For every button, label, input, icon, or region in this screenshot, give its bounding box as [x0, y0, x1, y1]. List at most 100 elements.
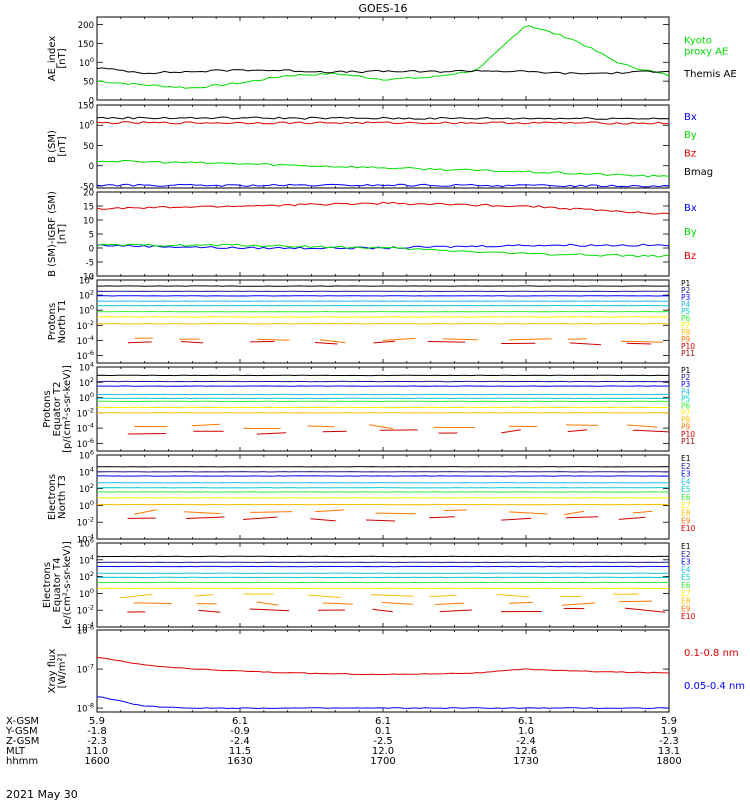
ytick-label: 50 [83, 78, 94, 88]
axis-value: 13.1 [658, 746, 680, 757]
ytick-label: 10-4 [77, 533, 94, 546]
axis-value: 11.0 [86, 746, 108, 757]
axis-value: 12.6 [515, 746, 537, 757]
ytick-label: 102 [79, 482, 94, 495]
panel-frame [96, 366, 670, 452]
ylabel-line: Electrons [47, 474, 58, 520]
ylabel-line: [e/(cm²-s-sr-keV)] [62, 541, 73, 629]
series-p9 [134, 337, 664, 344]
ytick-label: 104 [79, 553, 94, 566]
legend-p2: P2 [681, 373, 691, 382]
legend-p2: P2 [681, 286, 691, 295]
ytick-label: 102 [79, 376, 94, 389]
legend-p8: P8 [681, 416, 691, 425]
legend-p9: P9 [681, 423, 691, 432]
axis-value: -2.4 [516, 736, 536, 747]
legend-bmag: Bmag [684, 167, 713, 178]
ytick-label: 10-6 [77, 437, 94, 450]
series-p10 [127, 429, 670, 435]
ytick-label: 0 [89, 97, 94, 107]
ytick-label: 10-4 [77, 621, 94, 634]
legend-e8: E8 [681, 597, 691, 606]
axis-value: -2.3 [87, 736, 107, 747]
ytick-label: 100 [79, 587, 94, 600]
ylabel-line: North T1 [57, 300, 68, 344]
legend-e1: E1 [681, 454, 691, 463]
legend-themis-ae: Themis AE [683, 69, 737, 80]
ytick-label: 100 [79, 499, 94, 512]
figure-title: GOES-16 [358, 2, 407, 15]
ytick-label: 10 [83, 217, 94, 227]
axis-value: 12.0 [372, 746, 394, 757]
legend-p10: P10 [681, 430, 695, 439]
ytick-label: 10-4 [77, 422, 94, 435]
legend-p11: P11 [681, 437, 695, 446]
legend-p3: P3 [681, 293, 691, 302]
ytick-label: 10-2 [77, 319, 94, 332]
legend-p4: P4 [681, 387, 691, 396]
axis-value: 1.9 [661, 726, 677, 737]
ytick-label: 104 [79, 465, 94, 478]
legend-bx: Bx [684, 203, 697, 214]
ytick-label: -10 [80, 273, 94, 283]
series-bmag [96, 116, 670, 120]
ylabel-line: Protons [42, 390, 53, 427]
ytick-label: 10-2 [77, 406, 94, 419]
legend-p7: P7 [681, 321, 691, 330]
axis-row-label: X-GSM [6, 716, 39, 727]
series-e9 [133, 509, 653, 516]
legend-p5: P5 [681, 394, 691, 403]
series-themis-ae [96, 67, 670, 75]
legend-e10: E10 [681, 612, 696, 621]
legend-p6: P6 [681, 401, 691, 410]
ytick-label: 20 [83, 189, 94, 199]
legend-e1: E1 [681, 542, 691, 551]
axis-value: 5.9 [89, 716, 105, 727]
legend-e6: E6 [681, 581, 691, 590]
legend-e2: E2 [681, 550, 691, 559]
axis-value: 1800 [656, 756, 681, 767]
ytick-label: 104 [79, 274, 94, 287]
series-p9 [134, 423, 658, 430]
ylabel-line: Xray flux [47, 649, 58, 694]
legend-p7: P7 [681, 409, 691, 418]
ytick-label: 10-8 [77, 702, 94, 715]
series-e10 [127, 607, 666, 613]
legend-p3: P3 [681, 380, 691, 389]
series-e9 [133, 600, 653, 606]
axis-value: -2.5 [373, 736, 393, 747]
ytick-label: 102 [79, 570, 94, 583]
axis-value: -0.9 [230, 726, 250, 737]
ylabel-line: B (SM)-IGRF (SM) [47, 191, 58, 277]
legend-p1: P1 [681, 366, 691, 375]
legend-by: By [684, 130, 697, 141]
legend-p9: P9 [681, 335, 691, 344]
legend-e7: E7 [681, 501, 691, 510]
axis-value: 0.1 [375, 726, 391, 737]
legend-p8: P8 [681, 328, 691, 337]
legend-p1: P1 [681, 279, 691, 288]
axis-value: 1730 [513, 756, 538, 767]
legend-p11: P11 [681, 349, 695, 358]
legend-e3: E3 [681, 558, 691, 567]
ylabel-line: Equator T2 [52, 382, 63, 437]
ylabel-line: [nT] [57, 136, 68, 156]
ylabel-line: [nT] [57, 224, 68, 244]
ytick-label: 106 [79, 449, 94, 462]
legend-0-1-0-8-nm: 0.1-0.8 nm [684, 648, 739, 659]
axis-value: 6.1 [518, 716, 534, 727]
ylabel-line: Electrons [42, 562, 53, 608]
legend-e4: E4 [681, 477, 691, 486]
ytick-label: -5 [86, 259, 94, 269]
series-p10 [127, 340, 652, 346]
legend-e7: E7 [681, 589, 691, 598]
ytick-label: 10-2 [77, 516, 94, 529]
ytick-label: 100 [79, 304, 94, 317]
ytick-label: 150 [78, 102, 94, 112]
legend-p4: P4 [681, 300, 691, 309]
ytick-label: 10-4 [77, 334, 94, 347]
ytick-label: 10-2 [77, 604, 94, 617]
legend-e3: E3 [681, 470, 691, 479]
date-label: 2021 May 30 [6, 788, 78, 800]
